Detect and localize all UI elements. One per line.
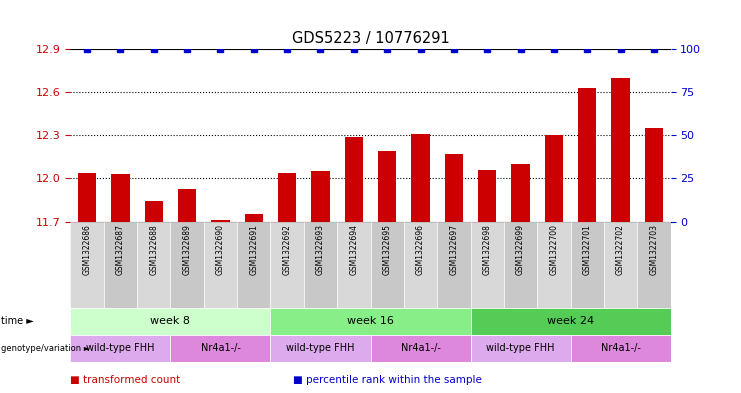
Bar bbox=[245, 215, 263, 222]
Text: GSM1322689: GSM1322689 bbox=[182, 224, 192, 275]
Bar bbox=[311, 171, 330, 222]
Bar bbox=[304, 222, 337, 308]
Bar bbox=[637, 222, 671, 308]
Bar bbox=[70, 335, 170, 362]
Text: week 16: week 16 bbox=[347, 316, 394, 327]
Text: time ►: time ► bbox=[1, 316, 33, 327]
Bar bbox=[370, 222, 404, 308]
Bar bbox=[545, 135, 563, 222]
Text: GSM1322690: GSM1322690 bbox=[216, 224, 225, 275]
Bar bbox=[137, 222, 170, 308]
Bar bbox=[204, 222, 237, 308]
Text: GSM1322694: GSM1322694 bbox=[349, 224, 359, 275]
Bar bbox=[78, 173, 96, 222]
Text: Nr4a1-/-: Nr4a1-/- bbox=[401, 343, 440, 353]
Bar bbox=[170, 222, 204, 308]
Bar bbox=[404, 222, 437, 308]
Bar bbox=[378, 151, 396, 222]
Bar bbox=[504, 222, 537, 308]
Text: week 24: week 24 bbox=[547, 316, 594, 327]
Bar bbox=[144, 202, 163, 222]
Text: Nr4a1-/-: Nr4a1-/- bbox=[201, 343, 240, 353]
Bar bbox=[471, 335, 571, 362]
Bar bbox=[70, 222, 104, 308]
Bar bbox=[70, 308, 270, 335]
Bar bbox=[445, 154, 463, 222]
Bar bbox=[571, 335, 671, 362]
Text: wild-type FHH: wild-type FHH bbox=[486, 343, 555, 353]
Text: GSM1322701: GSM1322701 bbox=[582, 224, 592, 275]
Bar bbox=[178, 189, 196, 222]
Text: wild-type FHH: wild-type FHH bbox=[86, 343, 155, 353]
Bar bbox=[437, 222, 471, 308]
Text: GSM1322687: GSM1322687 bbox=[116, 224, 125, 275]
Bar bbox=[537, 222, 571, 308]
Bar bbox=[370, 335, 471, 362]
Bar bbox=[170, 335, 270, 362]
Text: ■ transformed count: ■ transformed count bbox=[70, 375, 181, 385]
Bar bbox=[104, 222, 137, 308]
Text: genotype/variation ►: genotype/variation ► bbox=[1, 344, 90, 353]
Text: GSM1322693: GSM1322693 bbox=[316, 224, 325, 275]
Bar bbox=[471, 222, 504, 308]
Title: GDS5223 / 10776291: GDS5223 / 10776291 bbox=[292, 31, 449, 46]
Text: GSM1322698: GSM1322698 bbox=[482, 224, 492, 275]
Text: GSM1322702: GSM1322702 bbox=[616, 224, 625, 275]
Text: GSM1322695: GSM1322695 bbox=[382, 224, 392, 275]
Bar bbox=[345, 137, 363, 222]
Bar bbox=[237, 222, 270, 308]
Bar bbox=[111, 174, 130, 222]
Bar bbox=[411, 134, 430, 222]
Text: GSM1322696: GSM1322696 bbox=[416, 224, 425, 275]
Bar bbox=[604, 222, 637, 308]
Text: GSM1322699: GSM1322699 bbox=[516, 224, 525, 275]
Bar bbox=[337, 222, 370, 308]
Bar bbox=[471, 308, 671, 335]
Bar bbox=[211, 220, 230, 222]
Text: Nr4a1-/-: Nr4a1-/- bbox=[601, 343, 640, 353]
Bar bbox=[270, 222, 304, 308]
Bar bbox=[478, 170, 496, 222]
Bar bbox=[571, 222, 604, 308]
Bar bbox=[278, 173, 296, 222]
Text: GSM1322697: GSM1322697 bbox=[449, 224, 459, 275]
Text: GSM1322703: GSM1322703 bbox=[649, 224, 659, 275]
Text: GSM1322686: GSM1322686 bbox=[82, 224, 92, 275]
Bar bbox=[578, 88, 597, 222]
Bar bbox=[270, 308, 471, 335]
Text: GSM1322700: GSM1322700 bbox=[549, 224, 559, 275]
Text: wild-type FHH: wild-type FHH bbox=[286, 343, 355, 353]
Bar bbox=[270, 335, 370, 362]
Text: ■ percentile rank within the sample: ■ percentile rank within the sample bbox=[293, 375, 482, 385]
Bar bbox=[511, 164, 530, 222]
Text: GSM1322691: GSM1322691 bbox=[249, 224, 259, 275]
Text: week 8: week 8 bbox=[150, 316, 190, 327]
Bar bbox=[645, 128, 663, 222]
Bar bbox=[611, 77, 630, 222]
Text: GSM1322692: GSM1322692 bbox=[282, 224, 292, 275]
Text: GSM1322688: GSM1322688 bbox=[149, 224, 159, 275]
